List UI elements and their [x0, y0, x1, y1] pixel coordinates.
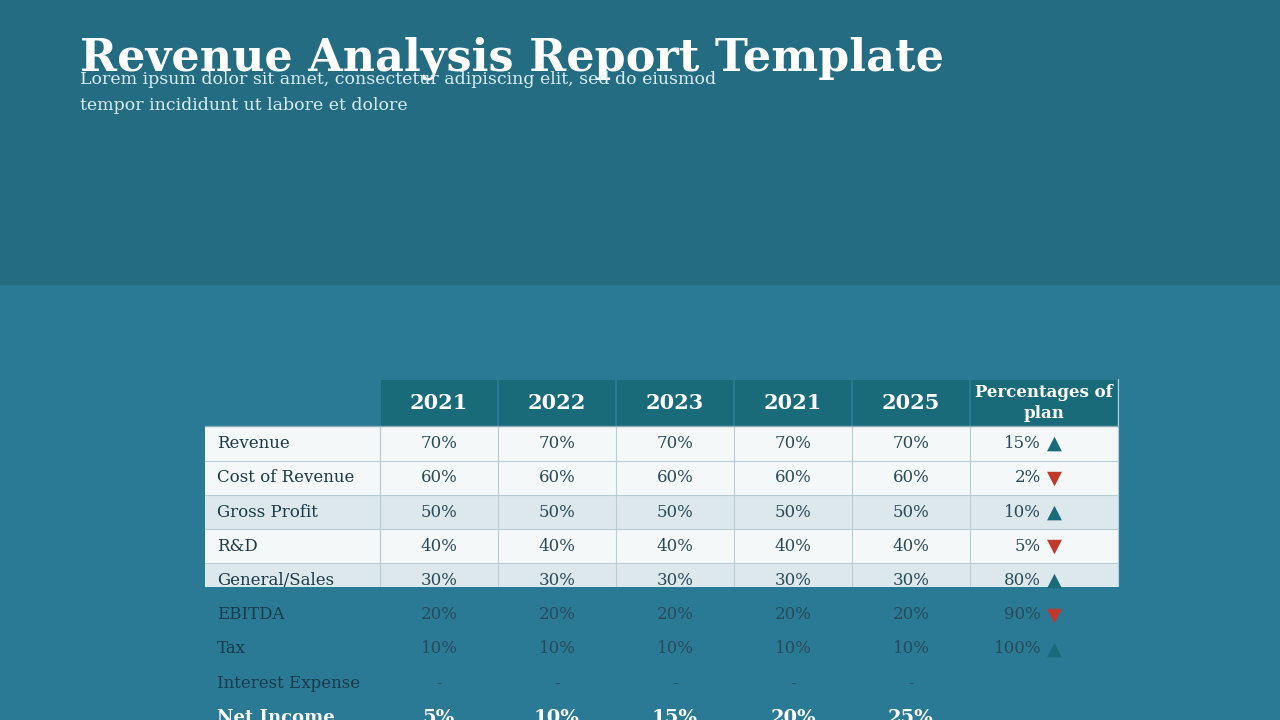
Text: 100%: 100% [993, 641, 1041, 657]
Text: 10%: 10% [539, 641, 576, 657]
Text: -: - [554, 675, 559, 692]
Text: 10%: 10% [774, 641, 812, 657]
Text: 90%: 90% [1005, 606, 1041, 624]
Text: Lorem ipsum dolor sit amet, consectetur adipiscing elit, sed do eiusmod
tempor i: Lorem ipsum dolor sit amet, consectetur … [79, 71, 716, 114]
Text: 30%: 30% [539, 572, 576, 589]
Text: 70%: 70% [774, 435, 812, 452]
Text: 2023: 2023 [646, 393, 704, 413]
Text: 30%: 30% [421, 572, 457, 589]
Text: ▲: ▲ [1047, 434, 1062, 453]
Text: 60%: 60% [421, 469, 457, 486]
Text: 20%: 20% [539, 606, 576, 624]
Text: EBITDA: EBITDA [218, 606, 284, 624]
Text: 20%: 20% [657, 606, 694, 624]
FancyBboxPatch shape [205, 426, 380, 720]
Text: Cost of Revenue: Cost of Revenue [218, 469, 355, 486]
Text: 40%: 40% [657, 538, 694, 555]
Text: 40%: 40% [774, 538, 812, 555]
Text: Interest Expense: Interest Expense [218, 675, 360, 692]
Text: 50%: 50% [421, 503, 457, 521]
FancyBboxPatch shape [205, 461, 1117, 495]
FancyBboxPatch shape [205, 563, 1117, 598]
Text: 20%: 20% [421, 606, 457, 624]
Text: ▼: ▼ [1047, 468, 1062, 487]
FancyBboxPatch shape [381, 380, 497, 426]
Text: 2021: 2021 [764, 393, 822, 413]
Text: 10%: 10% [657, 641, 694, 657]
FancyBboxPatch shape [205, 529, 1117, 563]
Text: Gross Profit: Gross Profit [218, 503, 317, 521]
FancyBboxPatch shape [0, 0, 1280, 587]
Text: 5%: 5% [1015, 538, 1041, 555]
Text: 80%: 80% [1005, 572, 1041, 589]
Text: 60%: 60% [539, 469, 576, 486]
Text: 20%: 20% [771, 709, 815, 720]
FancyBboxPatch shape [499, 380, 614, 426]
Text: 15%: 15% [1005, 435, 1041, 452]
Text: Tax: Tax [218, 641, 246, 657]
Text: 30%: 30% [892, 572, 929, 589]
FancyBboxPatch shape [0, 0, 1280, 285]
Text: ▼: ▼ [1047, 606, 1062, 624]
FancyBboxPatch shape [735, 380, 851, 426]
FancyBboxPatch shape [380, 426, 1117, 720]
Text: 70%: 70% [539, 435, 576, 452]
FancyBboxPatch shape [972, 380, 1117, 426]
Text: 50%: 50% [774, 503, 812, 521]
Text: 50%: 50% [892, 503, 929, 521]
Text: 60%: 60% [774, 469, 812, 486]
Text: 60%: 60% [892, 469, 929, 486]
FancyBboxPatch shape [205, 632, 1117, 666]
Text: ▲: ▲ [1047, 639, 1062, 659]
FancyBboxPatch shape [205, 598, 1117, 632]
Text: ▲: ▲ [1047, 503, 1062, 521]
Text: Revenue: Revenue [218, 435, 289, 452]
Text: 70%: 70% [892, 435, 929, 452]
Text: Percentages of
plan: Percentages of plan [975, 384, 1112, 422]
Text: 70%: 70% [421, 435, 457, 452]
Text: 40%: 40% [892, 538, 929, 555]
FancyBboxPatch shape [205, 426, 1117, 461]
Text: General/Sales: General/Sales [218, 572, 334, 589]
Text: 10%: 10% [534, 709, 580, 720]
Text: 10%: 10% [421, 641, 457, 657]
FancyBboxPatch shape [852, 380, 969, 426]
Text: 5%: 5% [422, 709, 456, 720]
Text: R&D: R&D [218, 538, 257, 555]
Text: 2022: 2022 [527, 393, 586, 413]
Text: 20%: 20% [774, 606, 812, 624]
Text: Revenue Analysis Report Template: Revenue Analysis Report Template [79, 37, 945, 81]
Text: -: - [909, 675, 914, 692]
Text: 2021: 2021 [410, 393, 468, 413]
Text: 30%: 30% [657, 572, 694, 589]
Text: 20%: 20% [892, 606, 929, 624]
FancyBboxPatch shape [205, 701, 1117, 720]
Text: 10%: 10% [892, 641, 929, 657]
Text: 30%: 30% [774, 572, 812, 589]
FancyBboxPatch shape [205, 666, 1117, 701]
Text: 40%: 40% [539, 538, 576, 555]
Text: 15%: 15% [652, 709, 698, 720]
Text: 70%: 70% [657, 435, 694, 452]
Text: 2025: 2025 [882, 393, 941, 413]
Text: 50%: 50% [657, 503, 694, 521]
Text: 50%: 50% [539, 503, 576, 521]
FancyBboxPatch shape [617, 380, 733, 426]
Text: 10%: 10% [1005, 503, 1041, 521]
Text: ▼: ▼ [1047, 537, 1062, 556]
Text: -: - [790, 675, 796, 692]
Text: 60%: 60% [657, 469, 694, 486]
FancyBboxPatch shape [205, 495, 1117, 529]
Text: Net Income: Net Income [218, 709, 335, 720]
Text: -: - [672, 675, 678, 692]
Text: 2%: 2% [1015, 469, 1041, 486]
Text: 40%: 40% [421, 538, 457, 555]
Text: -: - [436, 675, 442, 692]
Text: ▲: ▲ [1047, 571, 1062, 590]
Text: 25%: 25% [888, 709, 934, 720]
